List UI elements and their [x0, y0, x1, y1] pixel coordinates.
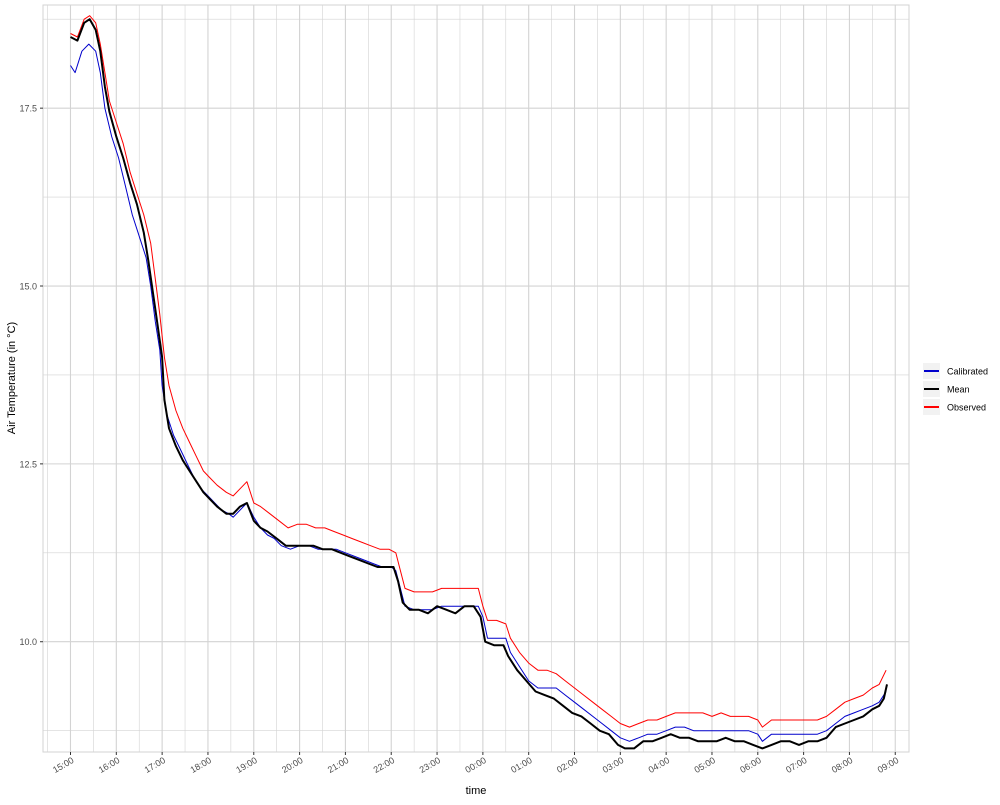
- panel-border: [42, 4, 910, 753]
- legend-label-observed: Observed: [947, 403, 986, 413]
- y-tick-label: 15.0: [19, 282, 37, 292]
- legend: Calibrated Mean Observed: [923, 363, 988, 415]
- series-line-observed: [70, 15, 887, 728]
- series-line-mean: [70, 18, 888, 750]
- grid-lines: [43, 5, 909, 752]
- y-tick-label: 10.0: [19, 637, 37, 647]
- y-axis-title: Air Temperature (in °C): [6, 322, 18, 434]
- y-axis-ticks: 10.0 12.5 15.0 17.5: [19, 104, 43, 647]
- y-tick-label: 17.5: [19, 104, 37, 114]
- x-axis-title: time: [466, 785, 487, 797]
- series-lines: [70, 15, 888, 750]
- legend-label-calibrated: Calibrated: [947, 367, 988, 377]
- legend-label-mean: Mean: [947, 385, 970, 395]
- y-tick-label: 12.5: [19, 459, 37, 469]
